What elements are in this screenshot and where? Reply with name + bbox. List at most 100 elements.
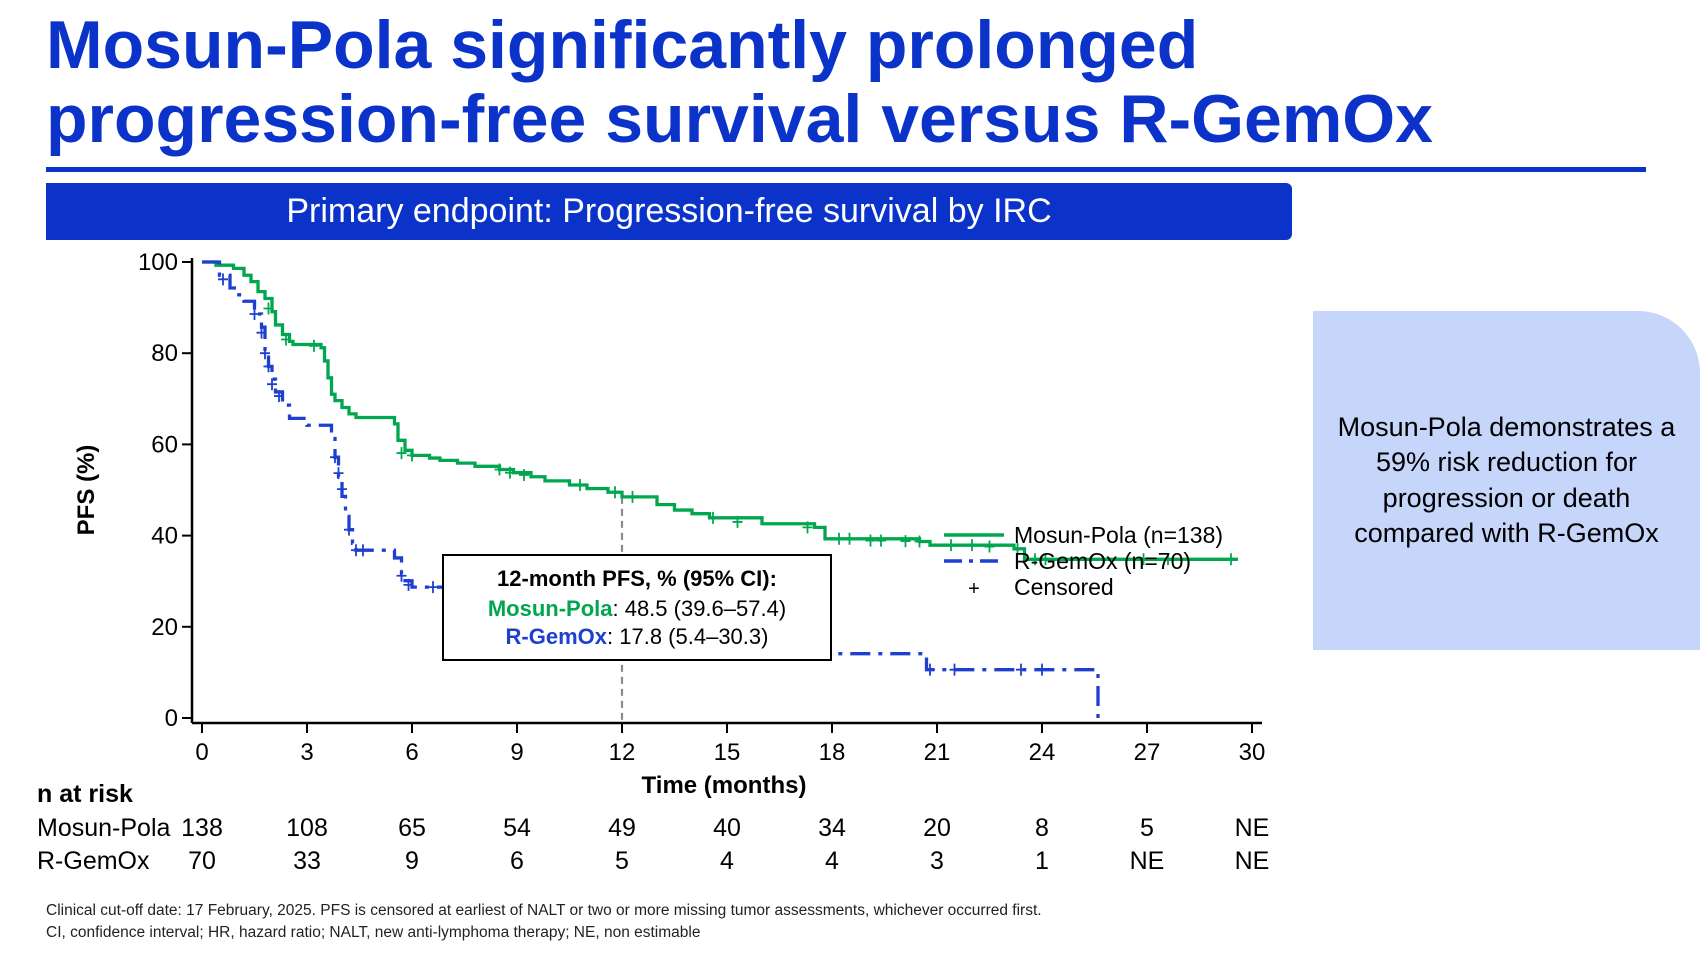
at-risk-value: 6 bbox=[510, 847, 524, 875]
censor-mark-mosun-pola bbox=[627, 490, 638, 503]
footnote-abbreviations: CI, confidence interval; HR, hazard rati… bbox=[46, 924, 701, 941]
censor-mark-r-gemox bbox=[358, 544, 368, 557]
callout-box: Mosun-Pola demonstrates a 59% risk reduc… bbox=[1313, 311, 1700, 650]
at-risk-value: 4 bbox=[825, 847, 839, 875]
censor-mark-r-gemox bbox=[263, 360, 274, 373]
legend-marker-censored: + bbox=[968, 578, 980, 600]
x-tick-label: 21 bbox=[924, 739, 951, 766]
censor-mark-r-gemox bbox=[330, 451, 340, 464]
legend-label: Mosun-Pola (n=138) bbox=[1014, 522, 1223, 548]
y-tick-label: 60 bbox=[151, 431, 178, 458]
censor-mark-mosun-pola bbox=[505, 466, 515, 479]
censor-mark-mosun-pola bbox=[396, 447, 407, 460]
censor-mark-mosun-pola bbox=[494, 463, 505, 476]
at-risk-value: 138 bbox=[181, 814, 223, 842]
at-risk-value: NE bbox=[1235, 847, 1270, 875]
censor-mark-mosun-pola bbox=[575, 478, 585, 491]
censor-mark-mosun-pola bbox=[914, 535, 925, 548]
censor-mark-mosun-pola bbox=[984, 540, 995, 553]
annotation-value: : 48.5 (39.6–57.4) bbox=[612, 596, 786, 621]
x-tick-label: 6 bbox=[405, 739, 418, 766]
at-risk-value: 4 bbox=[720, 847, 734, 875]
x-tick-label: 24 bbox=[1029, 739, 1056, 766]
at-risk-value: NE bbox=[1235, 814, 1270, 842]
at-risk-value: 3 bbox=[930, 847, 944, 875]
series-line-mosun-pola bbox=[202, 260, 1238, 561]
censor-mark-mosun-pola bbox=[708, 511, 718, 524]
at-risk-value: 33 bbox=[293, 847, 321, 875]
censor-mark-r-gemox bbox=[333, 467, 344, 480]
censor-mark-mosun-pola bbox=[610, 486, 620, 499]
x-tick-label: 30 bbox=[1239, 739, 1266, 766]
censor-mark-mosun-pola bbox=[1163, 553, 1173, 566]
at-risk-value: 9 bbox=[405, 847, 419, 875]
at-risk-value: 34 bbox=[818, 814, 846, 842]
y-tick-label: 100 bbox=[138, 249, 178, 276]
censor-mark-mosun-pola bbox=[802, 521, 813, 534]
annotation-value: : 17.8 (5.4–30.3) bbox=[607, 624, 768, 649]
at-risk-value: 65 bbox=[398, 814, 426, 842]
censor-mark-r-gemox bbox=[428, 581, 438, 594]
censor-mark-mosun-pola bbox=[263, 302, 274, 315]
censor-mark-mosun-pola bbox=[876, 534, 886, 547]
censor-mark-r-gemox bbox=[274, 390, 284, 403]
km-chart: 0 20 40 60 80 100 0 3 6 9 12 15 18 21 24 27 30 Time (mont… bbox=[37, 249, 1270, 875]
censor-mark-r-gemox bbox=[260, 347, 270, 360]
primary-endpoint-banner: Primary endpoint: Progression-free survi… bbox=[46, 183, 1292, 240]
censor-mark-mosun-pola bbox=[309, 339, 319, 352]
x-tick-label: 12 bbox=[609, 739, 636, 766]
x-tick-label: 18 bbox=[819, 739, 846, 766]
title-line-2: progression-free survival versus R-GemOx bbox=[46, 81, 1433, 157]
censor-mark-mosun-pola bbox=[844, 532, 855, 545]
censor-mark-r-gemox bbox=[218, 273, 228, 286]
x-tick-label: 0 bbox=[195, 739, 208, 766]
at-risk-value: 8 bbox=[1035, 814, 1049, 842]
legend-label: Censored bbox=[1014, 574, 1114, 600]
censor-mark-r-gemox bbox=[1037, 663, 1047, 676]
censor-mark-mosun-pola bbox=[281, 333, 291, 346]
at-risk-value: 108 bbox=[286, 814, 328, 842]
y-tick-label: 80 bbox=[151, 340, 178, 367]
censor-mark-r-gemox bbox=[256, 326, 267, 339]
annotation-row-r-gemox: R-GemOx: 17.8 (5.4–30.3) bbox=[506, 624, 769, 649]
censor-mark-mosun-pola bbox=[519, 468, 529, 481]
at-risk-value: 49 bbox=[608, 814, 636, 842]
censor-mark-r-gemox bbox=[949, 663, 960, 676]
censor-mark-mosun-pola bbox=[1040, 553, 1051, 566]
censor-mark-r-gemox bbox=[344, 523, 354, 536]
censor-mark-mosun-pola bbox=[1138, 553, 1149, 566]
legend-label: R-GemOx (n=70) bbox=[1014, 548, 1191, 574]
annotation-heading: 12-month PFS, % (95% CI): bbox=[497, 566, 777, 591]
censor-mark-mosun-pola bbox=[946, 539, 956, 552]
footnote-cutoff: Clinical cut-off date: 17 February, 2025… bbox=[46, 902, 1042, 919]
at-risk-value: NE bbox=[1130, 847, 1165, 875]
censor-mark-mosun-pola bbox=[1226, 553, 1236, 566]
at-risk-value: 5 bbox=[1140, 814, 1154, 842]
at-risk-row-label: Mosun-Pola bbox=[37, 814, 170, 842]
title-line-1: Mosun-Pola significantly prolonged bbox=[46, 7, 1199, 83]
x-tick-label: 27 bbox=[1134, 739, 1161, 766]
annotation-row-mosun-pola: Mosun-Pola: 48.5 (39.6–57.4) bbox=[488, 596, 786, 621]
y-tick-label: 0 bbox=[165, 705, 178, 732]
title-divider bbox=[46, 167, 1646, 172]
x-axis-label: Time (months) bbox=[642, 772, 807, 799]
y-tick-label: 20 bbox=[151, 614, 178, 641]
page-title: Mosun-Pola significantly prolonged progr… bbox=[46, 8, 1606, 156]
at-risk-value: 54 bbox=[503, 814, 531, 842]
censor-mark-r-gemox bbox=[396, 569, 407, 582]
x-tick-label: 3 bbox=[300, 739, 313, 766]
x-tick-label: 9 bbox=[510, 739, 523, 766]
censor-mark-mosun-pola bbox=[1012, 542, 1023, 555]
censor-mark-mosun-pola bbox=[834, 532, 844, 545]
at-risk-value: 20 bbox=[923, 814, 951, 842]
censor-mark-r-gemox bbox=[403, 578, 414, 591]
callout-text: Mosun-Pola demonstrates a 59% risk reduc… bbox=[1337, 411, 1676, 549]
annotation-series-name: Mosun-Pola bbox=[488, 596, 613, 621]
at-risk-title: n at risk bbox=[37, 780, 133, 808]
x-tick-label: 15 bbox=[714, 739, 741, 766]
y-tick-label: 40 bbox=[151, 523, 178, 550]
censor-mark-r-gemox bbox=[925, 663, 935, 676]
censor-mark-mosun-pola bbox=[900, 535, 911, 548]
censor-mark-mosun-pola bbox=[1030, 553, 1040, 566]
at-risk-value: 5 bbox=[615, 847, 629, 875]
